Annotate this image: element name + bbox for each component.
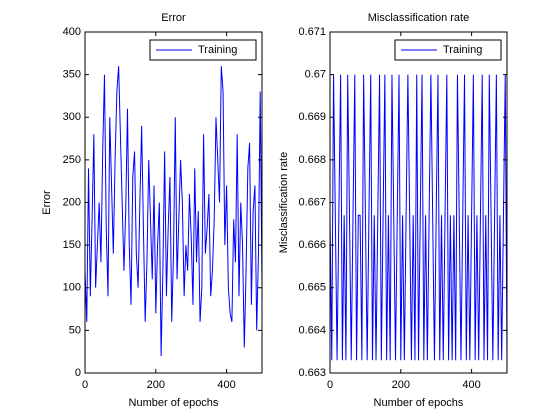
x-axis-label: Number of epochs	[374, 397, 464, 409]
legend-box	[394, 39, 502, 61]
y-tick-label: 0.668	[298, 154, 326, 166]
y-tick-label: 400	[63, 26, 81, 38]
y-tick-label: 0.664	[298, 324, 326, 336]
y-tick-label: 250	[63, 154, 81, 166]
chart-title: Error	[161, 12, 186, 24]
y-tick-label: 0.663	[298, 367, 326, 379]
x-tick-label: 200	[147, 379, 165, 391]
x-tick-label: 0	[327, 379, 333, 391]
y-tick-label: 150	[63, 239, 81, 251]
x-axis-label: Number of epochs	[129, 397, 219, 409]
y-tick-label: 0.67	[305, 69, 326, 81]
chart-title: Misclassification rate	[368, 12, 469, 24]
legend-label: Training	[443, 44, 482, 56]
y-tick-label: 300	[63, 111, 81, 123]
y-tick-label: 0.665	[298, 282, 326, 294]
y-tick-label: 100	[63, 282, 81, 294]
legend-box	[149, 39, 257, 61]
y-tick-label: 0.671	[298, 26, 326, 38]
legend-label: Training	[198, 44, 237, 56]
y-axis-label: Misclassification rate	[278, 152, 290, 253]
y-tick-label: 0.669	[298, 111, 326, 123]
x-tick-label: 400	[217, 379, 235, 391]
y-tick-label: 200	[63, 196, 81, 208]
x-tick-label: 200	[392, 379, 410, 391]
data-line	[84, 66, 263, 356]
y-tick-label: 350	[63, 69, 81, 81]
x-tick-label: 0	[82, 379, 88, 391]
y-tick-label: 0.666	[298, 239, 326, 251]
y-axis-label: Error	[41, 190, 53, 215]
y-tick-label: 0.667	[298, 196, 326, 208]
data-line	[329, 74, 508, 361]
x-tick-label: 400	[462, 379, 480, 391]
y-tick-label: 0	[75, 367, 81, 379]
y-tick-label: 50	[69, 324, 81, 336]
